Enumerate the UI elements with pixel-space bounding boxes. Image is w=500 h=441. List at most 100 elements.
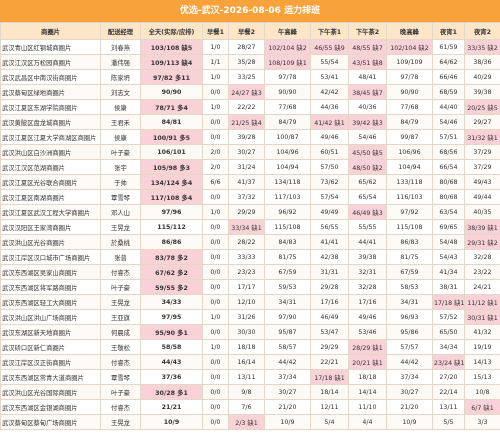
shift-cell: 38/31 xyxy=(432,279,465,295)
manager: 王晃龙 xyxy=(100,219,141,235)
shift-cell: 31/26 xyxy=(228,309,265,325)
manager: 叶子豪 xyxy=(100,144,141,160)
shift-cell: 54/43 xyxy=(432,249,465,265)
header-row: 商圈片 配送经理 全天(实际/应排) 早餐1 早餐2 午高峰 下午茶1 下午茶2 晚高峰 夜宵1 夜… xyxy=(0,22,500,40)
shift-cell: 40/29 xyxy=(464,69,500,85)
shift-cell: 103/108 缺5 xyxy=(140,39,203,55)
shift-cell: 95/87 xyxy=(264,324,311,340)
shift-cell: 32/31 xyxy=(348,264,387,280)
shift-cell: 17/16 xyxy=(310,294,349,310)
shift-cell: 58/58 xyxy=(140,339,203,355)
manager: 付睿杰 xyxy=(100,399,141,415)
manager: 陈家坍 xyxy=(100,69,141,85)
shift-cell: 5/5 xyxy=(432,414,465,430)
shift-cell: 67/62 多2 xyxy=(140,264,203,280)
shift-cell: 90/90 xyxy=(386,84,433,100)
shift-cell: 57/52 xyxy=(432,309,465,325)
shift-cell: 41/41 xyxy=(310,234,349,250)
shift-cell: 59/55 多2 xyxy=(140,279,203,295)
shift-cell: 115/112 xyxy=(140,219,203,235)
shift-cell: 20/21 缺1 xyxy=(348,354,387,370)
manager: 侯康 xyxy=(100,129,141,145)
shift-cell: 84/81 xyxy=(140,114,203,130)
shift-cell: 37/29 xyxy=(464,159,500,175)
area-name: 武汉黄陂区盘龙城商圈片 xyxy=(0,114,101,130)
shift-cell: 6/7 缺1 xyxy=(464,399,500,415)
manager: 王晃龙 xyxy=(100,414,141,430)
shift-cell: 34/31 xyxy=(386,294,433,310)
shift-cell: 77/68 xyxy=(264,99,311,115)
shift-cell: 23/24 缺1 xyxy=(432,354,465,370)
shift-cell: 28/27 xyxy=(228,39,265,55)
table-row: 武汉黄陂区盘龙城商圈片 王君禾 84/81 0/0 21/25 缺4 84/79 41/42… xyxy=(0,114,500,130)
shift-cell: 10/9 xyxy=(386,414,433,430)
manager: 叶子豪 xyxy=(100,279,141,295)
shift-cell: 0/0 xyxy=(202,279,229,295)
shift-cell: 37/32 xyxy=(228,189,265,205)
shift-cell: 81/75 xyxy=(386,249,433,265)
shift-cell: 1/0 xyxy=(202,39,229,55)
shift-cell: 54/48 xyxy=(432,234,465,250)
shift-cell: 53/41 xyxy=(310,69,349,85)
shift-cell: 0/0 xyxy=(202,129,229,145)
shift-cell: 0/0 xyxy=(202,369,229,385)
shift-cell: 18/18 xyxy=(228,339,265,355)
shift-cell: 27/20 xyxy=(432,369,465,385)
table-row: 武汉江岸区汉口城市广场商圈片 张普 83/78 多2 0/0 33/33 81/75 42/… xyxy=(0,249,500,265)
shift-cell: 0/0 xyxy=(202,414,229,430)
area-name: 武汉江汉区万松园商圈片 xyxy=(0,54,101,70)
shift-cell: 97/90 xyxy=(264,309,311,325)
shift-cell: 38/39 缺1 xyxy=(464,219,500,235)
shift-cell: 96/93 xyxy=(386,309,433,325)
shift-cell: 1/1 xyxy=(202,54,229,70)
shift-cell: 105/98 多3 xyxy=(140,159,203,175)
shift-cell: 65/50 xyxy=(432,324,465,340)
shift-cell: 69/65 xyxy=(432,219,465,235)
column-header: 配送经理 xyxy=(100,22,141,40)
table-row: 武汉洪山区洪山广场商圈片 王亚旗 97/95 1/0 31/26 97/90 46/49 49… xyxy=(0,309,500,325)
shift-cell: 31/32 缺1 xyxy=(464,129,500,145)
shift-cell: 53/46 xyxy=(348,324,387,340)
shift-cell: 44/36 xyxy=(310,99,349,115)
shift-cell: 134/124 多4 xyxy=(140,174,203,190)
area-name: 武汉洪山区光谷商圈片 xyxy=(0,234,101,250)
shift-cell: 57/54 xyxy=(310,189,349,205)
shift-cell: 9/8 xyxy=(228,384,265,400)
shift-cell: 17/16 xyxy=(348,294,387,310)
table-row: 武汉江夏区武汉工程大学商圈片 邓人山 97/96 1/0 29/29 96/92 49/49… xyxy=(0,204,500,220)
shift-cell: 17/18 缺1 xyxy=(432,294,465,310)
manager: 潘伟强 xyxy=(100,54,141,70)
shift-cell: 99/87 xyxy=(386,129,433,145)
column-header: 午高峰 xyxy=(264,22,311,40)
area-name: 武汉青山区红钢城商圈片 xyxy=(0,39,101,55)
shift-cell: 58/53 xyxy=(386,279,433,295)
shift-cell: 38/36 xyxy=(464,54,500,70)
shift-cell: 57/57 xyxy=(386,339,433,355)
manager: 刘春燕 xyxy=(100,39,141,55)
manager: 侯康 xyxy=(100,99,141,115)
shift-cell: 37/29 xyxy=(464,144,500,160)
shift-cell: 49/46 xyxy=(348,309,387,325)
table-row: 武汉汉阳区王家湾商圈片 王晃龙 115/112 0/0 33/34 缺1 115/108 5… xyxy=(0,219,500,235)
manager: 于帅 xyxy=(100,174,141,190)
shift-cell: 21/20 xyxy=(264,399,311,415)
shift-cell: 1/0 xyxy=(202,339,229,355)
shift-cell: 102/104 缺2 xyxy=(264,39,311,55)
shift-cell: 30/27 xyxy=(228,144,265,160)
shift-cell: 55/55 xyxy=(348,219,387,235)
shift-cell: 115/108 xyxy=(264,219,311,235)
shift-cell: 58/57 xyxy=(264,339,311,355)
manager: 王亚旗 xyxy=(100,309,141,325)
shift-cell: 49/44 xyxy=(464,189,500,205)
area-name: 武汉江岸区汉正街商圈片 xyxy=(0,354,101,370)
shift-cell: 13/11 xyxy=(432,399,465,415)
table-row: 武汉蔡甸区绿地商圈片 刘志文 90/90 0/0 24/27 缺3 90/90 42/42 3… xyxy=(0,84,500,100)
shift-cell: 80/68 xyxy=(432,174,465,190)
shift-cell: 117/108 多4 xyxy=(140,189,203,205)
shift-cell: 57/50 xyxy=(310,159,349,175)
shift-cell: 17/18 缺1 xyxy=(310,369,349,385)
shift-cell: 3/3 xyxy=(464,414,500,430)
shift-cell: 14/14 xyxy=(348,384,387,400)
shift-cell: 49/49 xyxy=(310,204,349,220)
table-row: 武汉江岸区汉正街商圈片 付睿杰 44/43 0/0 16/14 44/42 22/21 20/… xyxy=(0,354,500,370)
